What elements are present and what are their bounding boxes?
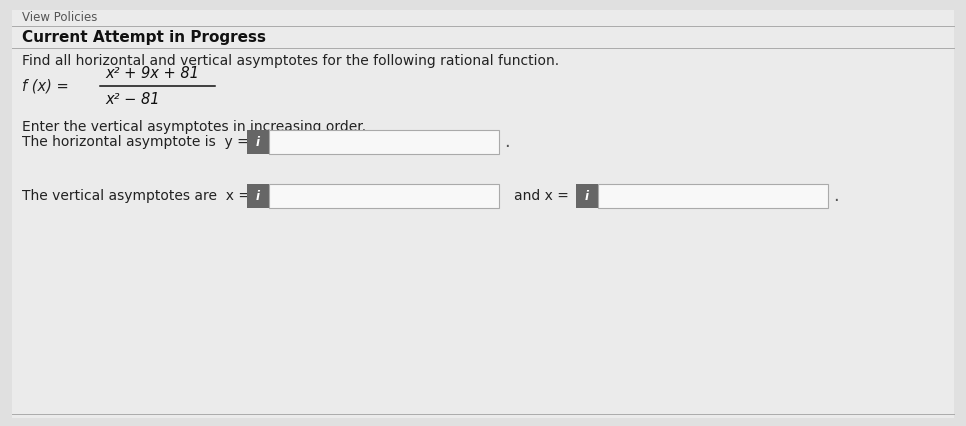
Text: The vertical asymptotes are  x =: The vertical asymptotes are x = — [22, 189, 250, 203]
Text: Find all horizontal and vertical asymptotes for the following rational function.: Find all horizontal and vertical asympto… — [22, 54, 559, 68]
Text: f (x) =: f (x) = — [22, 78, 69, 93]
Text: and x =: and x = — [514, 189, 569, 203]
Text: View Policies: View Policies — [22, 11, 98, 24]
Text: x² + 9x + 81: x² + 9x + 81 — [105, 66, 199, 81]
FancyBboxPatch shape — [12, 10, 954, 418]
FancyBboxPatch shape — [247, 130, 269, 154]
Text: Current Attempt in Progress: Current Attempt in Progress — [22, 30, 266, 45]
Text: The horizontal asymptote is  y =: The horizontal asymptote is y = — [22, 135, 249, 149]
Text: i: i — [256, 190, 260, 202]
FancyBboxPatch shape — [269, 184, 499, 208]
FancyBboxPatch shape — [598, 184, 828, 208]
Text: i: i — [585, 190, 589, 202]
Text: Enter the vertical asymptotes in increasing order.: Enter the vertical asymptotes in increas… — [22, 120, 366, 134]
Text: i: i — [256, 135, 260, 149]
FancyBboxPatch shape — [247, 184, 269, 208]
Text: .: . — [833, 187, 838, 205]
Text: x² − 81: x² − 81 — [105, 92, 159, 106]
FancyBboxPatch shape — [269, 130, 499, 154]
Text: .: . — [504, 133, 510, 151]
FancyBboxPatch shape — [576, 184, 598, 208]
